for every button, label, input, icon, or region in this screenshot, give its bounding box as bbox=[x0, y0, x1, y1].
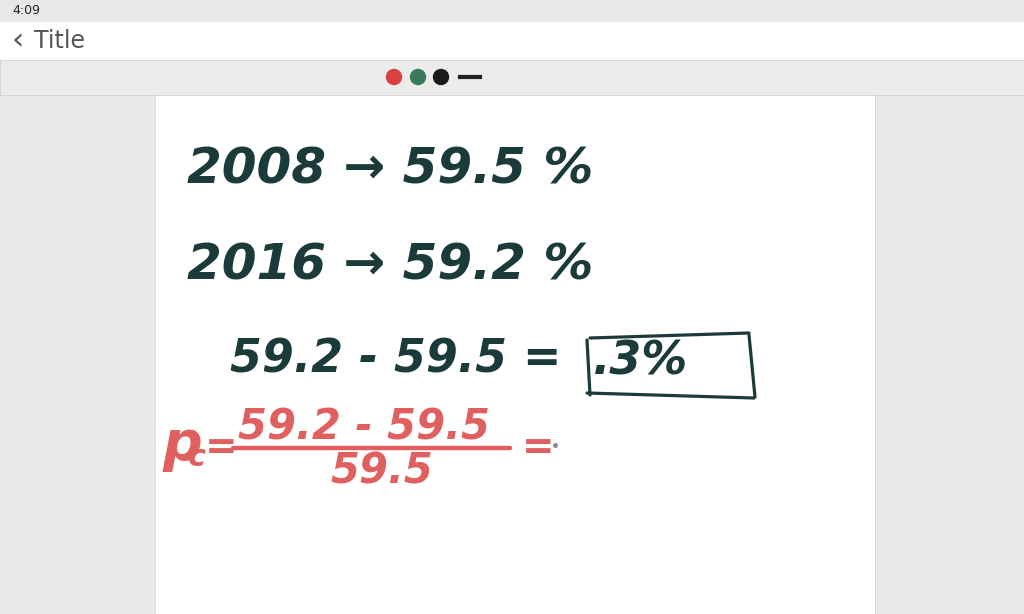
Text: 59.2 - 59.5 =: 59.2 - 59.5 = bbox=[230, 338, 561, 383]
Bar bbox=[0, 0, 1024, 22]
Text: c: c bbox=[188, 443, 206, 473]
Text: Title: Title bbox=[34, 29, 85, 53]
Bar bbox=[0, 60, 1024, 95]
Bar bbox=[0, 95, 155, 614]
Text: 4:09: 4:09 bbox=[12, 4, 40, 18]
Text: 59.2 - 59.5: 59.2 - 59.5 bbox=[238, 407, 490, 449]
Circle shape bbox=[411, 69, 426, 85]
Text: ‹: ‹ bbox=[12, 26, 25, 55]
Circle shape bbox=[433, 69, 449, 85]
Text: 2016 → 59.2 %: 2016 → 59.2 % bbox=[187, 241, 593, 289]
Text: .3%: .3% bbox=[593, 340, 688, 384]
Bar bbox=[155, 95, 874, 614]
Text: 2008 → 59.5 %: 2008 → 59.5 % bbox=[187, 146, 593, 194]
Circle shape bbox=[386, 69, 401, 85]
Text: 59.5: 59.5 bbox=[330, 451, 433, 493]
Text: =: = bbox=[205, 429, 238, 467]
Bar bbox=[874, 95, 1024, 614]
Bar bbox=[0, 22, 1024, 60]
Text: =: = bbox=[522, 429, 555, 467]
Text: p: p bbox=[163, 418, 203, 472]
